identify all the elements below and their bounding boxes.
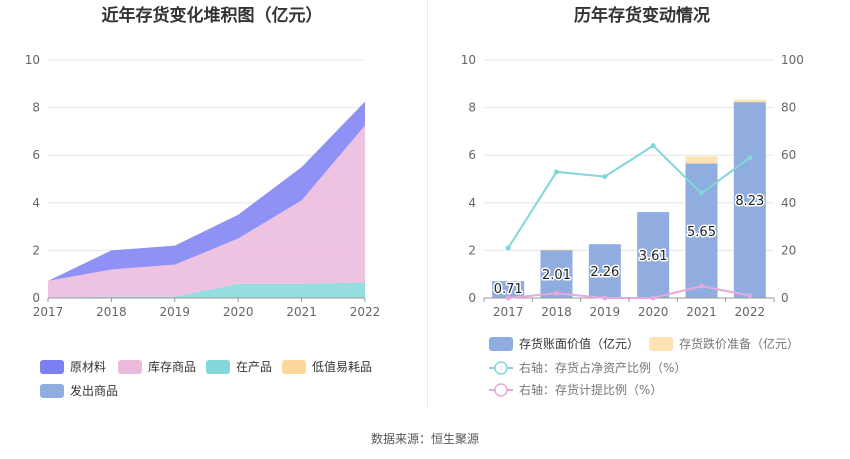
left-area-stock_goods	[48, 125, 365, 298]
right-line-point	[554, 290, 559, 296]
right-gridlines	[484, 59, 774, 251]
right-x-tick-label: 2017	[493, 305, 524, 319]
right-line-line_net_assets	[507, 144, 751, 249]
right-y-tick-label: 2	[468, 243, 476, 257]
left-legend-swatch	[118, 360, 142, 374]
left-legend-swatch	[40, 360, 64, 374]
right-bar-impairment-reserve	[540, 249, 573, 251]
right-bar-data-label: 8.23	[735, 194, 764, 209]
right-bar-data-label: 3.61	[639, 249, 668, 264]
left-y-tick-label: 6	[32, 148, 40, 162]
left-y-tick-label: 2	[32, 243, 40, 257]
right-bar-book-value	[637, 212, 670, 298]
right-x-axis: 2017 2018 2019 2020 2021 2022	[483, 298, 775, 319]
left-x-tick-label: 2022	[350, 305, 381, 319]
right-y-tick-label: 8	[468, 101, 476, 115]
right-bar-data-label: 5.65	[687, 225, 716, 240]
right-legend-marker	[494, 383, 508, 397]
left-y-tick-label: 4	[32, 196, 40, 210]
right-y2-tick-label: 20	[781, 243, 796, 257]
right-bar-data-label: 2.01	[542, 268, 571, 283]
right-line-point	[505, 245, 511, 251]
right-line-point	[505, 295, 511, 301]
right-y-tick-label: 4	[468, 196, 476, 210]
right-bar-book-value	[733, 102, 766, 298]
right-y2-tick-label: 40	[781, 196, 796, 210]
right-bar-book-value	[540, 250, 573, 298]
left-legend-label: 在产品	[236, 360, 272, 374]
left-y-tick-label: 0	[32, 291, 40, 305]
right-bar-book-value	[588, 244, 621, 298]
right-legend-label: 存货跌价准备（亿元）	[679, 336, 799, 351]
left-legend-label: 库存商品	[148, 359, 196, 374]
right-legend-label: 右轴：存货占净资产比例（%）	[519, 360, 686, 375]
right-x-tick-label: 2021	[686, 305, 717, 319]
right-legend: 存货账面价值（亿元） 存货跌价准备（亿元） 右轴：存货占净资产比例（%） 右轴：存货计…	[489, 336, 799, 397]
left-x-tick-label: 2018	[96, 305, 127, 319]
bar-line-chart: 历年存货变动情况 0.71 2.01 2.26 3.61 5.65 8.23 0 2 4 6 8 1…	[461, 5, 804, 397]
right-legend-label: 存货账面价值（亿元）	[519, 336, 639, 351]
right-line-point	[650, 295, 656, 301]
left-area-raw_materials	[48, 101, 365, 281]
right-line-point	[602, 295, 608, 301]
right-line-point	[699, 190, 704, 196]
chart-divider	[427, 0, 428, 408]
left-legend-swatch	[40, 384, 64, 398]
right-y-axis-left: 0 2 4 6 8 10	[461, 53, 476, 305]
left-legend-swatch	[282, 360, 306, 374]
right-y-tick-label: 0	[468, 291, 476, 305]
right-legend-swatch	[489, 337, 513, 351]
right-y2-tick-label: 60	[781, 148, 796, 162]
right-bar-impairment-reserve	[733, 99, 766, 103]
left-y-tick-label: 8	[32, 101, 40, 115]
data-source-footer: 数据来源：恒生聚源	[370, 432, 479, 446]
left-x-tick-label: 2019	[160, 305, 191, 319]
right-legend-label: 右轴：存货计提比例（%）	[519, 382, 662, 397]
right-y-tick-label: 6	[468, 148, 476, 162]
right-x-tick-label: 2020	[638, 305, 669, 319]
left-y-tick-label: 10	[25, 53, 40, 67]
left-x-tick-label: 2021	[286, 305, 317, 319]
right-y2-tick-label: 0	[781, 291, 789, 305]
right-bar-series	[484, 99, 774, 299]
right-legend-swatch	[649, 337, 673, 351]
right-bar-book-value	[492, 281, 525, 298]
right-line-point	[699, 283, 704, 289]
right-chart-title: 历年存货变动情况	[574, 5, 710, 26]
left-x-tick-label: 2020	[223, 305, 254, 319]
left-chart-title: 近年存货变化堆积图（亿元）	[102, 5, 323, 26]
right-y2-tick-label: 100	[781, 53, 804, 67]
left-legend-label: 原材料	[70, 360, 106, 374]
right-y-axis-right: 0 20 40 60 80 100	[781, 53, 804, 305]
right-bar-data-label: 0.71	[494, 282, 523, 297]
right-x-tick-label: 2022	[735, 305, 766, 319]
left-area-wip	[48, 282, 365, 298]
right-legend-marker	[494, 361, 508, 375]
right-bar-impairment-reserve	[685, 156, 718, 164]
right-x-tick-label: 2019	[590, 305, 621, 319]
right-line-point	[554, 169, 559, 175]
right-x-tick-label: 2018	[541, 305, 572, 319]
left-y-axis: 0 2 4 6 8 10	[25, 53, 40, 305]
right-line-point	[747, 155, 753, 161]
right-data-labels: 0.71 2.01 2.26 3.61 5.65 8.23	[492, 193, 766, 299]
right-y-tick-label: 10	[461, 53, 476, 67]
right-bar-data-label: 2.26	[590, 265, 619, 280]
left-legend-swatch	[206, 360, 230, 374]
left-area-series	[48, 101, 365, 299]
right-line-point	[747, 293, 753, 299]
right-line-point	[602, 174, 608, 180]
right-line-point	[650, 143, 656, 149]
left-legend-label: 发出商品	[70, 383, 118, 398]
left-legend-label: 低值易耗品	[312, 359, 372, 374]
left-x-tick-label: 2017	[33, 305, 64, 319]
left-x-axis: 2017 2018 2019 2020 2021 2022	[33, 298, 381, 319]
right-y2-tick-label: 80	[781, 101, 796, 115]
